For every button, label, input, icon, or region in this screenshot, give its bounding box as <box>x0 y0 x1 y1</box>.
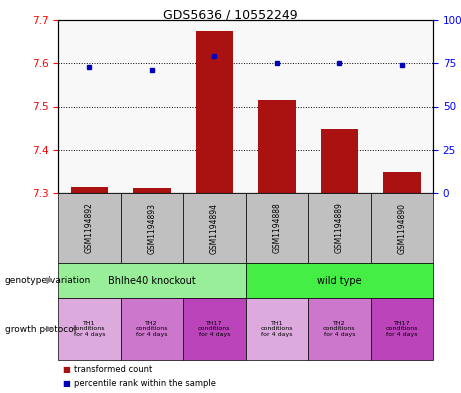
Text: TH2
conditions
for 4 days: TH2 conditions for 4 days <box>323 321 355 337</box>
Text: growth protocol: growth protocol <box>5 325 76 334</box>
Text: Bhlhe40 knockout: Bhlhe40 knockout <box>108 275 195 285</box>
Text: TH1
conditions
for 4 days: TH1 conditions for 4 days <box>260 321 293 337</box>
Bar <box>133 188 171 193</box>
Text: GSM1194888: GSM1194888 <box>272 203 281 253</box>
Bar <box>71 187 108 193</box>
Text: GSM1194893: GSM1194893 <box>147 202 156 253</box>
Text: GSM1194892: GSM1194892 <box>85 202 94 253</box>
Text: TH17
conditions
for 4 days: TH17 conditions for 4 days <box>385 321 418 337</box>
Text: GSM1194894: GSM1194894 <box>210 202 219 253</box>
Text: TH17
conditions
for 4 days: TH17 conditions for 4 days <box>198 321 230 337</box>
Text: transformed count: transformed count <box>74 365 153 374</box>
Text: TH1
conditions
for 4 days: TH1 conditions for 4 days <box>73 321 106 337</box>
Text: percentile rank within the sample: percentile rank within the sample <box>74 379 216 388</box>
Text: GSM1194890: GSM1194890 <box>397 202 406 253</box>
Text: ■: ■ <box>63 379 71 388</box>
Text: genotype/variation: genotype/variation <box>5 276 91 285</box>
Text: GDS5636 / 10552249: GDS5636 / 10552249 <box>163 8 298 21</box>
Bar <box>320 129 358 193</box>
Text: wild type: wild type <box>317 275 361 285</box>
Text: TH2
conditions
for 4 days: TH2 conditions for 4 days <box>136 321 168 337</box>
Bar <box>195 31 233 193</box>
Text: GSM1194889: GSM1194889 <box>335 202 344 253</box>
Bar <box>383 172 420 193</box>
Bar <box>258 100 296 193</box>
Text: ■: ■ <box>63 365 71 374</box>
